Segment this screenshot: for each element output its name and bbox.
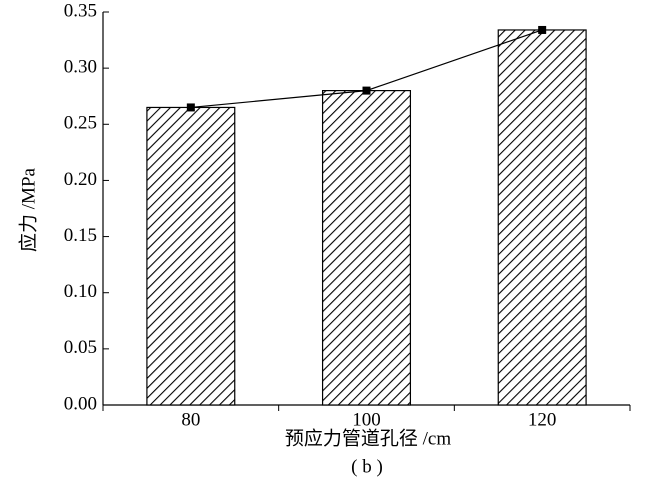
x-tick-label: 120 xyxy=(528,409,557,430)
marker xyxy=(362,86,371,95)
y-tick-label: 0.25 xyxy=(64,113,97,134)
y-axis-label: 应力 /MPa xyxy=(17,167,39,251)
y-tick-label: 0.35 xyxy=(64,0,97,21)
caption: ( b ) xyxy=(351,456,383,477)
y-tick-label: 0.30 xyxy=(64,57,97,78)
x-tick-label: 100 xyxy=(352,409,381,430)
y-tick-label: 0.15 xyxy=(64,225,97,246)
x-tick-label: 80 xyxy=(181,409,200,430)
y-tick-label: 0.05 xyxy=(64,337,97,358)
bar xyxy=(321,89,412,406)
marker xyxy=(538,25,547,34)
y-tick-label: 0.10 xyxy=(64,281,97,302)
bar xyxy=(497,29,587,406)
y-tick-label: 0.00 xyxy=(64,393,97,414)
y-tick-label: 0.20 xyxy=(64,169,97,190)
marker xyxy=(186,103,195,112)
bar xyxy=(146,106,236,406)
x-axis-label: 预应力管道孔径 /cm xyxy=(285,427,451,449)
